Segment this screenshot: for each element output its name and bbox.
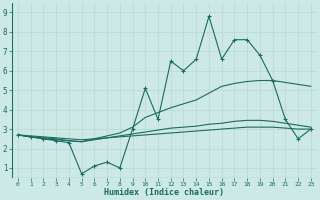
X-axis label: Humidex (Indice chaleur): Humidex (Indice chaleur)	[104, 188, 224, 197]
